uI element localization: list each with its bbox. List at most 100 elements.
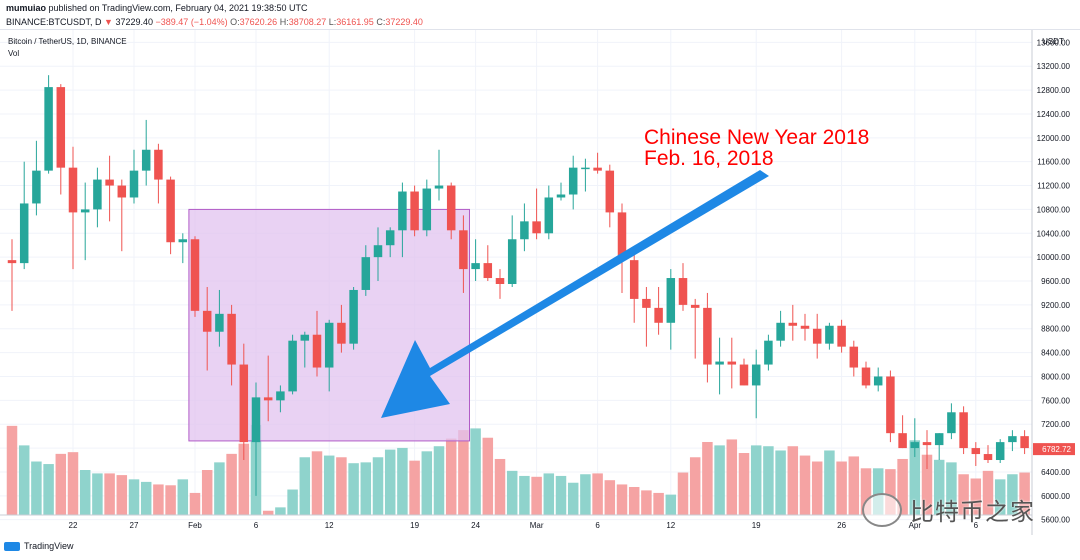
price-tick-label: 7600.00 — [1041, 396, 1070, 405]
candle-body — [471, 263, 480, 270]
volume-bar — [702, 441, 713, 515]
plot-area — [6, 75, 1032, 515]
volume-bar — [994, 479, 1006, 515]
volume-bar — [921, 454, 933, 515]
volume-bar — [592, 473, 603, 515]
candle-body — [105, 179, 114, 186]
candle-body — [1020, 436, 1029, 449]
volume-bar — [92, 473, 103, 515]
volume-bar — [641, 490, 652, 515]
candle-body — [873, 376, 883, 386]
price-tick-label: 8400.00 — [1041, 349, 1070, 358]
volume-bar — [628, 486, 640, 515]
price-tick-label: 12400.00 — [1037, 110, 1071, 119]
volume-bar — [970, 478, 982, 515]
candle-body — [544, 197, 554, 234]
volume-bar — [238, 443, 250, 515]
time-tick-label: Feb — [188, 521, 202, 530]
volume-bar — [763, 446, 774, 515]
volume-bar — [836, 461, 847, 515]
candle-body — [825, 325, 834, 344]
open-label: O: — [230, 17, 240, 27]
candle-body — [93, 179, 102, 210]
volume-bar — [811, 461, 823, 515]
candle-body — [849, 346, 859, 368]
candle-body — [361, 257, 371, 290]
candle-body — [422, 188, 432, 231]
candle-body — [727, 361, 737, 365]
volume-bar — [799, 455, 811, 515]
volume-bar — [750, 445, 762, 515]
volume-bar — [299, 457, 311, 515]
volume-bar — [458, 430, 469, 515]
tradingview-label: TradingView — [24, 541, 74, 551]
price-tick-label: 5600.00 — [1041, 516, 1070, 525]
candle-body — [32, 170, 41, 204]
candle-body — [239, 364, 249, 443]
candle-body — [605, 170, 615, 213]
time-tick-label: Apr — [909, 521, 922, 530]
candle-body — [495, 278, 505, 284]
symbol-label: BINANCE:BTCUSDT, D — [6, 17, 102, 27]
volume-bar — [165, 485, 176, 515]
volume-bar — [79, 470, 91, 515]
volume-bar — [872, 468, 884, 515]
candle-body — [739, 364, 749, 386]
candle-body — [288, 340, 297, 392]
time-tick-label: 26 — [837, 521, 846, 530]
volume-bar — [31, 461, 42, 515]
price-tick-label: 6000.00 — [1041, 492, 1070, 501]
volume-bar — [189, 492, 201, 515]
watermark: 比特币之家 — [862, 492, 1035, 527]
header-divider — [0, 29, 1080, 30]
candle-body — [44, 87, 53, 171]
time-tick-label: 12 — [666, 521, 675, 530]
candle-body — [68, 167, 78, 213]
candle-body — [178, 239, 188, 243]
candle-body — [556, 194, 566, 198]
price-tick-label: 10400.00 — [1037, 229, 1071, 238]
candle-body — [898, 433, 907, 449]
price-tick-label: 7200.00 — [1041, 420, 1070, 429]
price-tick-label: 9200.00 — [1041, 301, 1070, 310]
price-tick-label: 6400.00 — [1041, 468, 1070, 477]
candle-body — [764, 340, 773, 365]
volume-bar — [860, 468, 872, 515]
candle-body — [410, 191, 419, 231]
volume-bar — [287, 489, 298, 515]
candle-body — [581, 167, 590, 170]
low-value: 36161.95 — [336, 17, 374, 27]
candle-body — [861, 367, 871, 386]
last-price-tag-label: 6782.72 — [1042, 445, 1071, 454]
volume-bar — [787, 446, 799, 515]
candle-body — [1008, 436, 1017, 443]
volume-bar — [653, 492, 664, 515]
volume-bar — [775, 450, 786, 515]
volume-bar — [885, 469, 896, 515]
price-tick-label: 11600.00 — [1037, 158, 1070, 167]
candle-body — [129, 170, 139, 198]
volume-bar — [372, 457, 384, 515]
volume-bar — [543, 473, 555, 515]
candle-body — [520, 221, 529, 240]
candle-body — [117, 185, 127, 198]
volume-bar — [933, 459, 945, 515]
candle-body — [629, 260, 639, 299]
close-value: 37229.40 — [385, 17, 423, 27]
volume-bar — [177, 479, 189, 515]
price-tick-label: 8800.00 — [1041, 325, 1070, 334]
volume-bar — [1019, 472, 1030, 515]
watermark-text: 比特币之家 — [910, 499, 1035, 526]
candle-body — [910, 442, 920, 449]
legend-title: Bitcoin / TetherUS, 1D, BINANCE — [8, 37, 127, 46]
volume-bar — [201, 470, 213, 515]
price-tick-label: 8000.00 — [1041, 372, 1070, 381]
volume-bar — [909, 440, 921, 515]
volume-bar — [116, 475, 128, 515]
price-axis-unit: USDT — [1042, 37, 1064, 46]
volume-bar — [946, 462, 957, 515]
tradingview-logo[interactable]: TradingView — [4, 541, 74, 551]
publish-info: mumuiao published on TradingView.com, Fe… — [6, 3, 308, 13]
volume-bar — [824, 450, 835, 515]
